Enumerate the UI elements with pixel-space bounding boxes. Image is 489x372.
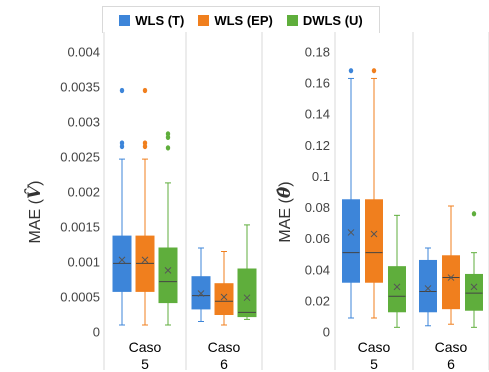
y-axis-title-close: ) bbox=[277, 181, 294, 186]
y-tick-label: 0.16 bbox=[305, 76, 330, 91]
legend-swatch-wls-ep bbox=[198, 14, 210, 26]
box-dwls-u bbox=[237, 224, 257, 320]
box-dwls-u bbox=[388, 214, 406, 328]
mean-marker bbox=[447, 274, 455, 281]
legend-swatch-dwls-u bbox=[286, 14, 298, 26]
y-axis-title-symbol: V̂ bbox=[25, 184, 45, 199]
category-label-line1: Caso bbox=[208, 339, 241, 355]
y-tick-label: 0.0015 bbox=[60, 220, 100, 235]
outlier-point bbox=[142, 87, 148, 94]
y-axis-title: MAE (θ̂) bbox=[275, 181, 295, 242]
y-tick-label: 0.14 bbox=[305, 107, 330, 122]
outlier-point bbox=[471, 211, 477, 217]
box-body bbox=[365, 199, 383, 283]
outlier-point bbox=[165, 145, 171, 151]
mean-marker bbox=[470, 283, 478, 291]
y-tick-label: 0.18 bbox=[305, 45, 330, 60]
legend-label-dwls-u: DWLS (U) bbox=[302, 12, 363, 28]
category-label-line2: 6 bbox=[220, 356, 228, 372]
outlier-point bbox=[348, 68, 354, 74]
box-body bbox=[214, 283, 234, 316]
mean-marker bbox=[164, 267, 172, 274]
mean-marker bbox=[220, 293, 228, 301]
box-wls-t bbox=[191, 247, 211, 322]
box-wls-t bbox=[342, 68, 360, 319]
category-label-line1: Caso bbox=[129, 339, 162, 355]
y-tick-label: 0.06 bbox=[305, 231, 330, 246]
y-tick-label: 0.0025 bbox=[60, 150, 100, 165]
outlier-point bbox=[371, 68, 377, 74]
y-tick-label: 0.0035 bbox=[60, 80, 100, 95]
box-body bbox=[342, 199, 360, 283]
legend-label-wls-t: WLS (T) bbox=[135, 12, 185, 28]
y-tick-label: 0 bbox=[93, 325, 100, 340]
box-wls-ep bbox=[214, 251, 234, 326]
box-body bbox=[158, 247, 178, 304]
y-tick-label: 0.0005 bbox=[60, 290, 100, 305]
category-label-line2: 6 bbox=[447, 356, 455, 372]
box-wls-ep bbox=[442, 205, 460, 325]
mean-marker bbox=[393, 283, 401, 291]
y-axis-title-symbol: θ̂ bbox=[275, 186, 295, 198]
outlier-point bbox=[142, 140, 148, 146]
chart-panel-1: 0 0.0005 0.001 0.0015 0.002 0.0025 0.003 0.0035… bbox=[25, 32, 263, 372]
category-label-line2: 5 bbox=[141, 356, 149, 372]
box-wls-t bbox=[112, 87, 132, 326]
mean-marker bbox=[197, 290, 205, 297]
legend-swatch-wls-t bbox=[119, 14, 131, 26]
outlier-point bbox=[119, 140, 125, 146]
box-wls-ep bbox=[135, 87, 155, 326]
legend-item-dwls-u[interactable]: DWLS (U) bbox=[286, 12, 363, 28]
y-tick-label: 0.003 bbox=[67, 115, 100, 130]
chart-panel-2: 0 0.02 0.04 0.06 0.08 0.1 0.12 0.14 0.16 0.18 MAE … bbox=[275, 32, 489, 372]
category-label-line2: 5 bbox=[370, 356, 378, 372]
y-tick-label: 0.08 bbox=[305, 200, 330, 215]
category-label-line1: Caso bbox=[358, 339, 391, 355]
mean-marker bbox=[141, 256, 149, 264]
y-tick-label: 0.1 bbox=[312, 169, 330, 184]
y-axis-title-close: ) bbox=[27, 181, 44, 186]
outlier-point bbox=[165, 131, 171, 137]
mean-marker bbox=[424, 285, 432, 292]
y-tick-label: 0.04 bbox=[305, 262, 330, 277]
y-tick-label: 0.002 bbox=[67, 185, 100, 200]
legend-item-wls-t[interactable]: WLS (T) bbox=[119, 13, 184, 28]
box-wls-ep bbox=[365, 68, 383, 319]
box-body bbox=[465, 273, 483, 311]
y-tick-label: 0.12 bbox=[305, 138, 330, 153]
y-axis-title: MAE (V̂) bbox=[25, 181, 45, 244]
y-tick-label: 0.004 bbox=[67, 45, 100, 60]
box-body bbox=[419, 259, 437, 313]
legend-item-wls-ep[interactable]: WLS (EP) bbox=[198, 13, 273, 28]
mean-marker bbox=[347, 229, 355, 236]
category-label-line1: Caso bbox=[435, 339, 468, 355]
legend: WLS (T) WLS (EP) DWLS (U) bbox=[102, 6, 380, 33]
legend-label-wls-ep: WLS (EP) bbox=[214, 12, 273, 28]
mean-marker bbox=[118, 256, 126, 264]
y-tick-label: 0 bbox=[323, 325, 330, 340]
box-body bbox=[388, 266, 406, 313]
mean-marker bbox=[370, 230, 378, 238]
outlier-point bbox=[119, 87, 125, 94]
y-axis-title-prefix: MAE ( bbox=[27, 198, 44, 243]
box-dwls-u bbox=[158, 131, 178, 326]
box-dwls-u bbox=[465, 211, 483, 328]
box-body bbox=[237, 268, 257, 318]
box-wls-t bbox=[419, 247, 437, 327]
mean-marker bbox=[243, 294, 251, 302]
y-tick-label: 0.001 bbox=[67, 255, 100, 270]
box-body bbox=[442, 255, 460, 310]
y-tick-label: 0.02 bbox=[305, 293, 330, 308]
y-axis-title-prefix: MAE ( bbox=[277, 197, 294, 242]
